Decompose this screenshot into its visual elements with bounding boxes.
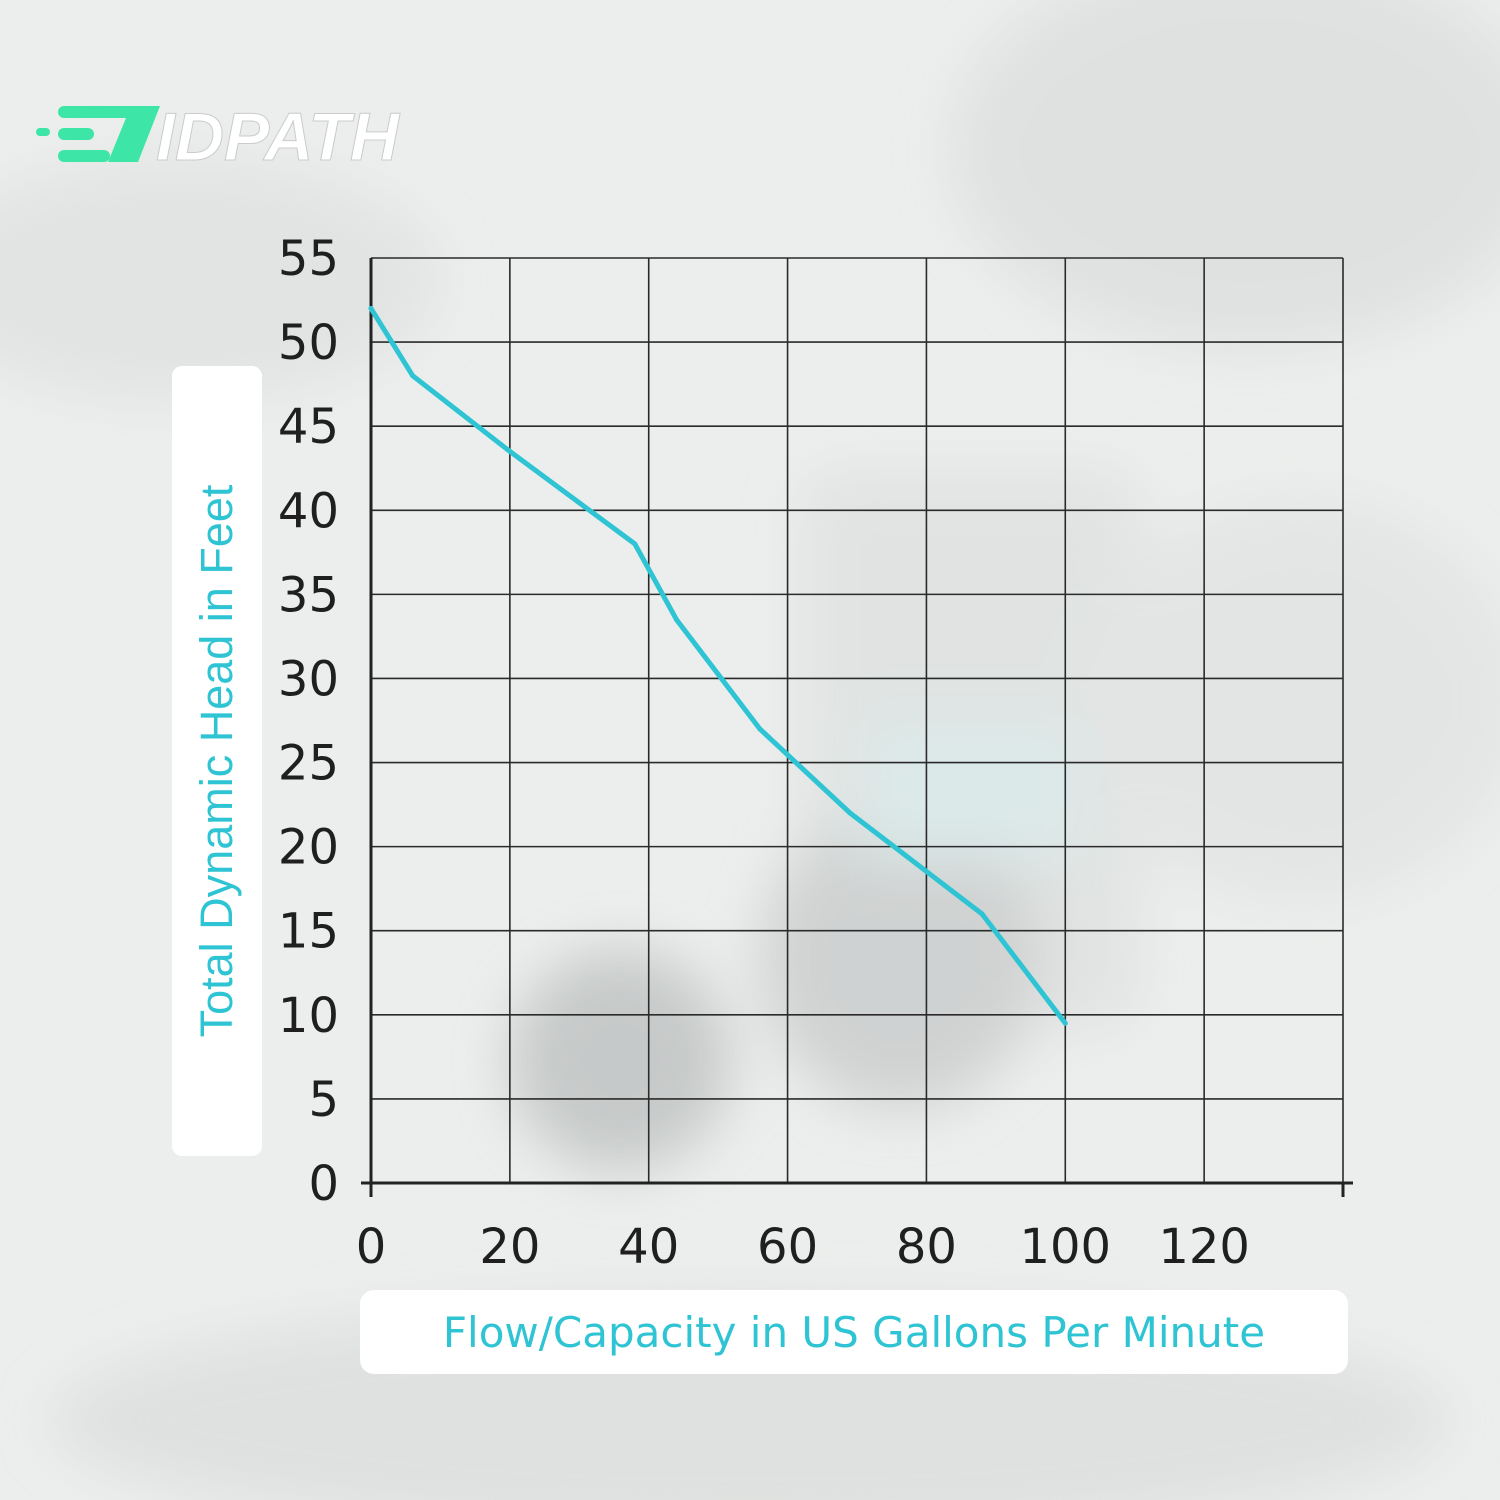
x-tick-label: 0 <box>356 1219 387 1275</box>
series-point <box>1062 1020 1068 1026</box>
series-point <box>368 305 374 311</box>
y-tick-label: 55 <box>278 231 339 287</box>
y-tick-label: 35 <box>278 567 339 623</box>
series-point <box>847 810 853 816</box>
y-tick-label: 25 <box>278 736 339 792</box>
chart-grid <box>361 257 1353 1197</box>
brand-logo: IDPATH <box>36 99 401 176</box>
y-axis-label-box <box>172 366 262 1156</box>
series-point <box>979 911 985 917</box>
x-tick-label: 120 <box>1158 1219 1250 1275</box>
y-tick-label: 45 <box>278 399 339 455</box>
y-tick-label: 50 <box>278 315 339 371</box>
brand-name: IDPATH <box>156 99 401 175</box>
series-point <box>673 617 679 623</box>
x-tick-label: 60 <box>757 1219 818 1275</box>
x-axis-label: Flow/Capacity in US Gallons Per Minute <box>360 1290 1348 1374</box>
series-point <box>410 373 416 379</box>
y-tick-label: 20 <box>278 820 339 876</box>
series-point <box>632 541 638 547</box>
x-tick-label: 100 <box>1019 1219 1111 1275</box>
y-axis-label: Total Dynamic Head in Feet <box>191 484 242 1038</box>
y-tick-label: 40 <box>278 483 339 539</box>
x-tick-label: 80 <box>896 1219 957 1275</box>
series-point <box>757 726 763 732</box>
chart-series <box>368 305 1068 1026</box>
y-tick-label: 15 <box>278 904 339 960</box>
logo-speed-icon <box>36 106 160 162</box>
y-tick-label: 5 <box>308 1072 339 1128</box>
y-tick-label: 0 <box>308 1156 339 1212</box>
y-tick-label: 10 <box>278 988 339 1044</box>
x-tick-label: 40 <box>618 1219 679 1275</box>
x-tick-labels: 0 20 40 60 80 100 120 <box>356 1219 1250 1275</box>
y-tick-label: 30 <box>278 651 339 707</box>
y-tick-labels: 0 5 10 15 20 25 30 35 40 45 50 55 <box>278 231 339 1212</box>
series-point <box>507 448 513 454</box>
series-line <box>368 305 1068 1026</box>
x-tick-label: 20 <box>479 1219 540 1275</box>
